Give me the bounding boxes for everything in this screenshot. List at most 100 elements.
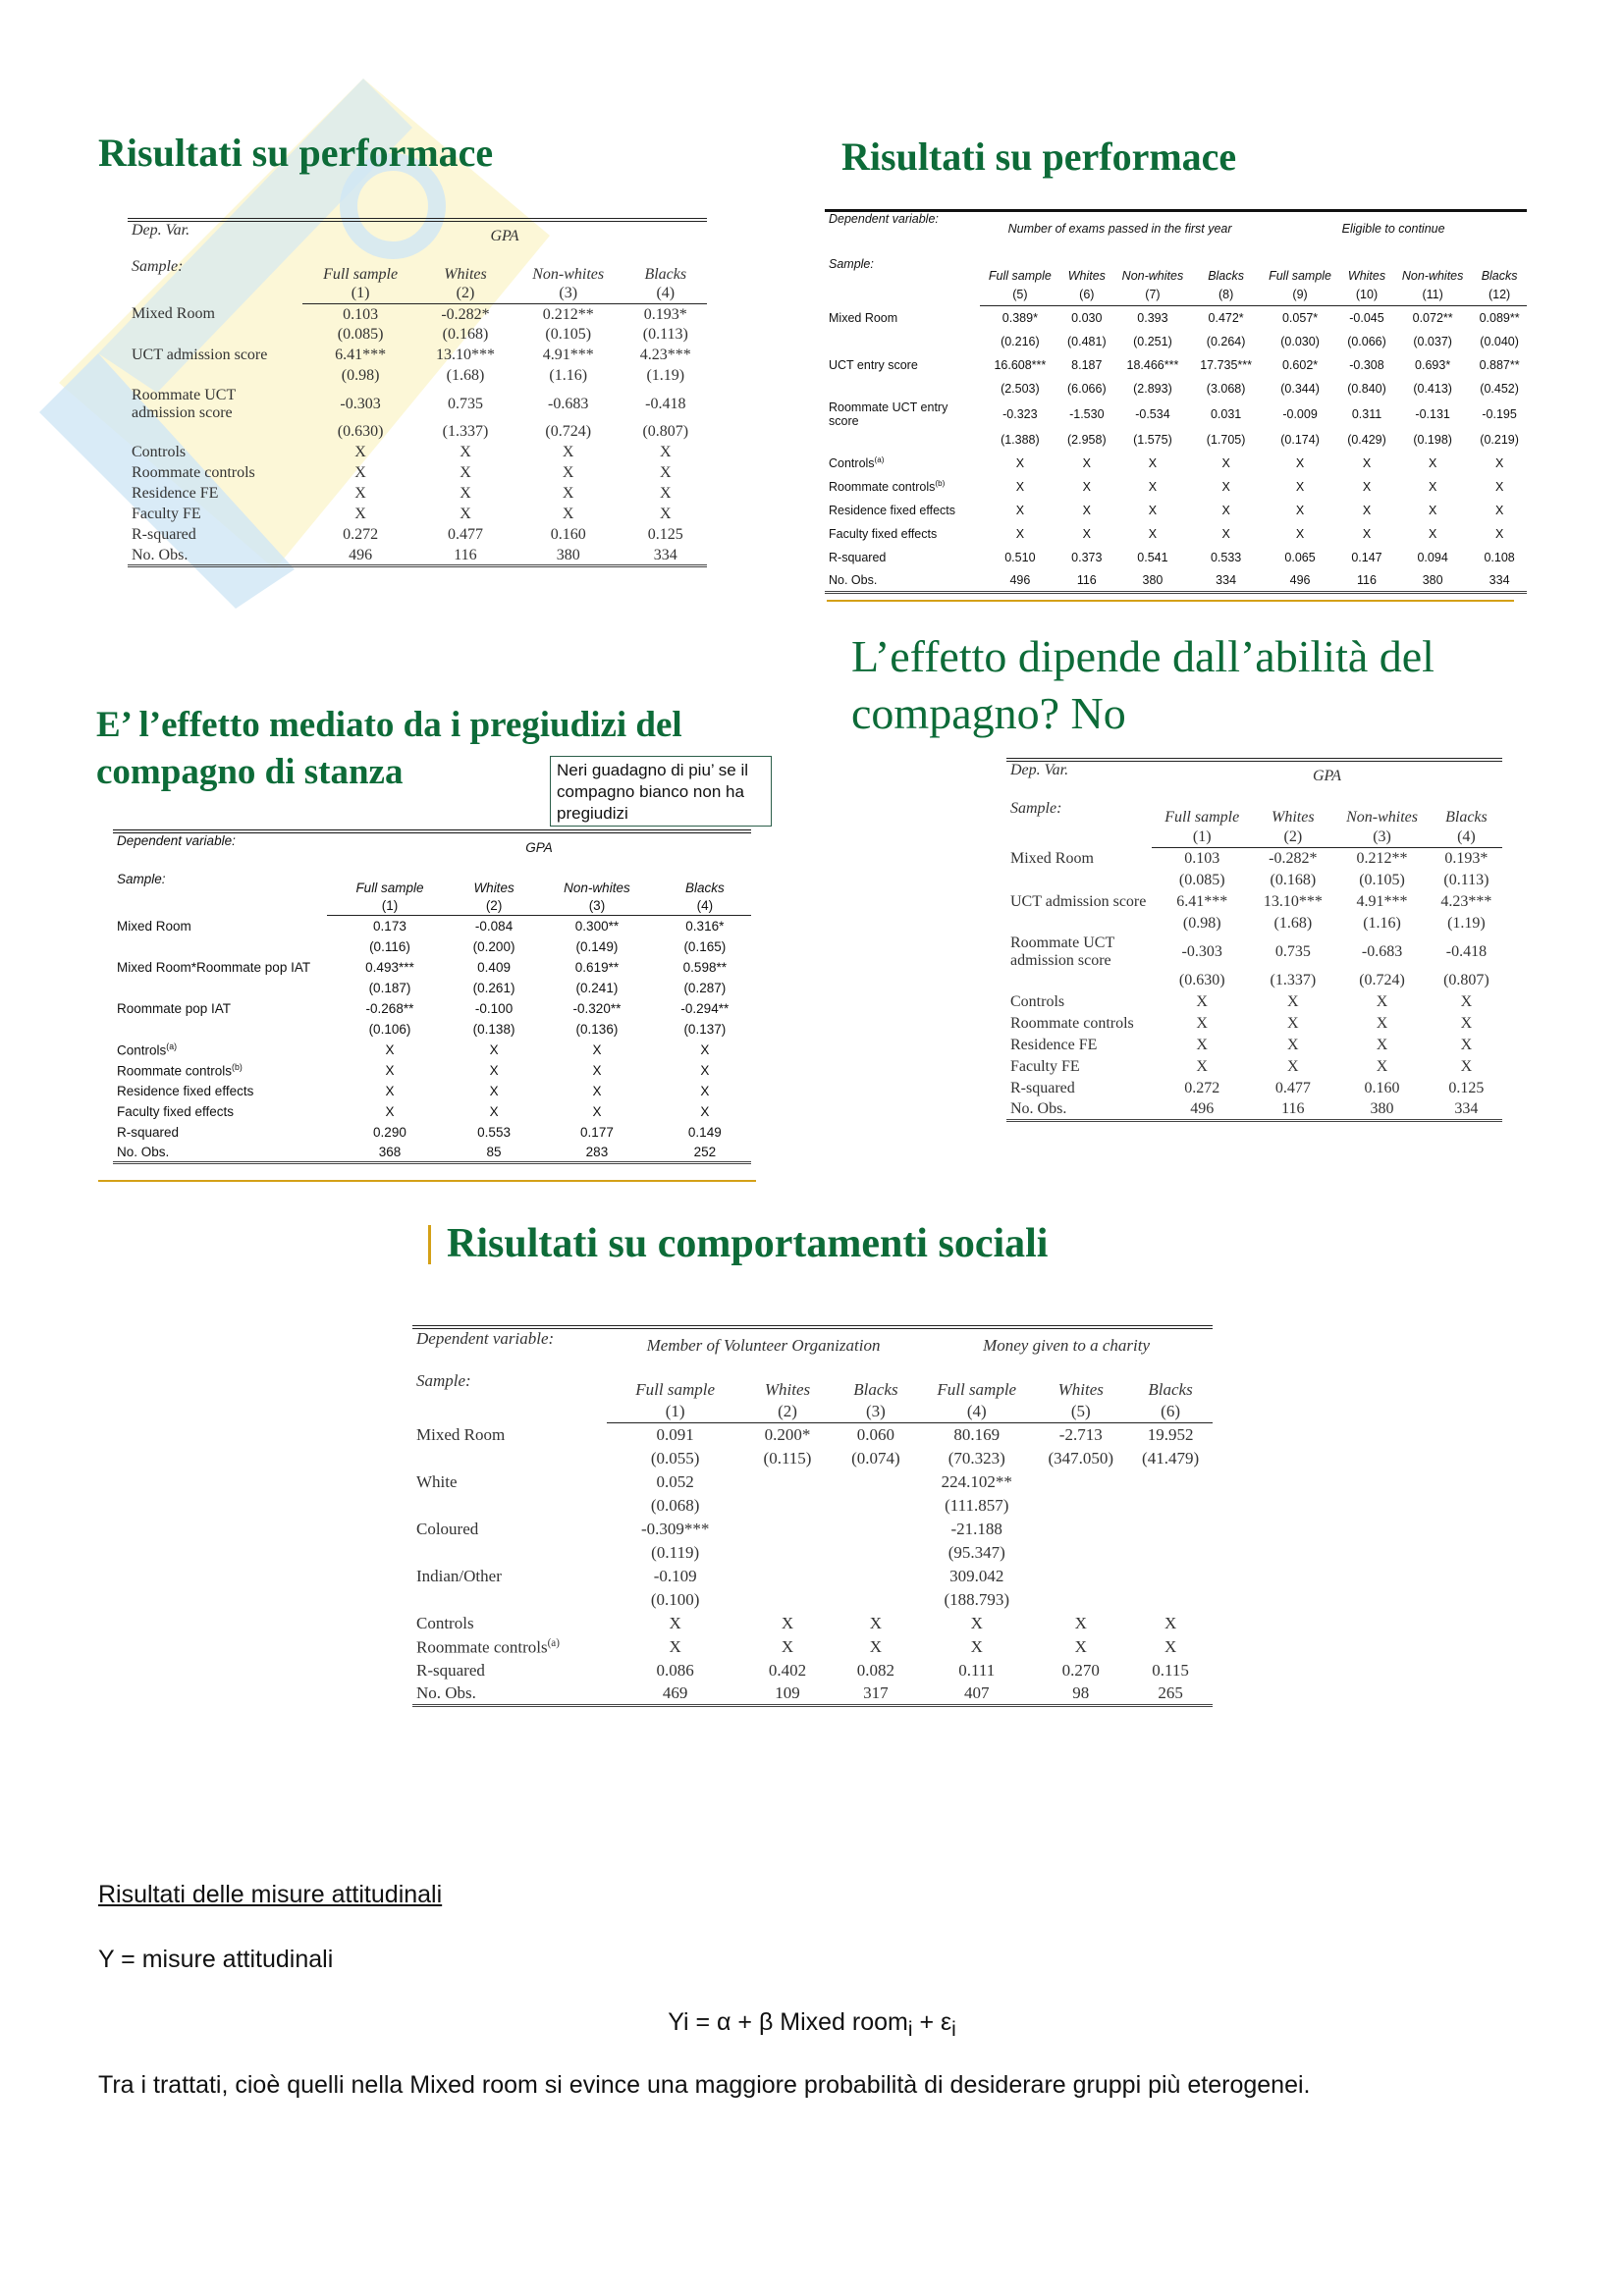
row-label: White: [416, 1471, 458, 1491]
table-cell: [412, 1541, 607, 1565]
table-row: Roommate controls(b) X X X X: [113, 1060, 751, 1081]
equation-error: + ε: [912, 2008, 952, 2036]
table-cell: GPA: [490, 227, 519, 244]
table-cell: (188.793): [944, 1589, 1010, 1609]
row-label: Roommate controls: [117, 1063, 233, 1079]
table-cell: Full sample: [323, 265, 399, 283]
table-cell: (1.337): [1270, 971, 1317, 988]
table-cell: No. Obs.: [1006, 1098, 1152, 1123]
table-cell: X: [1460, 1057, 1473, 1075]
table-cell: 0.177: [580, 1124, 614, 1140]
table-cell: -0.309***: [640, 1519, 710, 1538]
row-label: Mixed Room: [829, 310, 898, 325]
table-cell: 334: [1472, 568, 1527, 595]
note-box: Neri guadagno di piu’ se il compagno bia…: [550, 756, 772, 827]
table-cell: X: [1460, 1036, 1473, 1053]
table-cell: (0.137): [683, 1021, 727, 1037]
row-label: Faculty FE: [1010, 1057, 1080, 1075]
table-cell: 0.149: [687, 1124, 722, 1140]
table-cell: 80.169: [953, 1425, 1001, 1445]
table-cell: 0.031: [1210, 406, 1242, 421]
conclusion-text: Tra i trattati, cioè quelli nella Mixed …: [98, 2071, 1311, 2099]
table-row: (1) (2) (3) (4): [1006, 826, 1502, 849]
table-cell: [743, 1518, 831, 1541]
table-cell: -1.530: [1069, 406, 1105, 421]
table-row: Faculty fixed effects X X X X X X X X: [825, 522, 1527, 546]
table-cell: (0.187): [368, 980, 411, 995]
table-cell: X: [1221, 503, 1230, 517]
table-cell: X: [869, 1613, 883, 1632]
table-cell: 0.125: [647, 526, 683, 544]
table-cell: X: [1295, 503, 1305, 517]
table-cell: (1): [327, 894, 453, 917]
table-cell: Faculty FE: [1006, 1056, 1152, 1078]
table-cell: 8.187: [1071, 357, 1103, 372]
table-cell: [825, 428, 980, 452]
table-row: Faculty fixed effects X X X X: [113, 1101, 751, 1122]
table-cell: Mixed Room: [1006, 848, 1152, 870]
table-cell: 0.316*: [685, 919, 725, 934]
table-cell: X: [660, 485, 672, 503]
table-cell: -0.100: [474, 1000, 514, 1016]
table-cell: -0.009: [1282, 406, 1318, 421]
table-cell: [1006, 870, 1152, 891]
table-cell: Mixed Room: [128, 304, 302, 325]
table-cell: 0.111: [958, 1660, 996, 1680]
table-cell: X: [700, 1041, 710, 1057]
table-cell: 496: [980, 568, 1060, 595]
table-cell: -0.294**: [680, 1000, 730, 1016]
table-cell: 116: [418, 545, 513, 568]
table-cell: 0.270: [1061, 1660, 1100, 1680]
table-cell: X: [970, 1613, 983, 1632]
footnote-marker: (a): [547, 1636, 560, 1649]
table-cell: X: [1494, 503, 1504, 517]
table-cell: Sample:: [132, 258, 184, 276]
y-definition: Y = misure attitudinali: [98, 1946, 334, 1973]
table-cell: 380: [1112, 568, 1193, 595]
table-cell: 0.619**: [574, 959, 620, 975]
table-cell: Non-whites: [1401, 268, 1464, 283]
table-cell: (0.085): [337, 326, 384, 344]
table-cell: X: [1428, 455, 1437, 470]
table-cell: 6.41***: [1176, 892, 1228, 910]
table-cell: 19.952: [1147, 1425, 1194, 1445]
table-row: R-squared 0.272 0.477 0.160 0.125: [128, 525, 707, 546]
table-cell: Dependent variable:: [416, 1329, 555, 1348]
table-cell: X: [562, 444, 574, 461]
table-cell: X: [354, 464, 366, 482]
table-cell: 0.553: [477, 1124, 511, 1140]
table-cell: 334: [623, 545, 707, 568]
table-cell: (4): [658, 894, 751, 917]
table-cell: X: [660, 464, 672, 482]
table-cell: X: [489, 1103, 499, 1119]
table-cell: [1128, 1518, 1213, 1541]
table-cell: 265: [1128, 1682, 1213, 1708]
table-row: (0.068) (111.857): [412, 1494, 1213, 1518]
table-cell: (0.344): [1280, 381, 1320, 396]
table-cell: X: [1221, 455, 1230, 470]
table-cell: [743, 1588, 831, 1612]
table-cell: X: [1494, 526, 1504, 541]
table-cell: X: [592, 1103, 602, 1119]
gold-divider-right: [827, 600, 1514, 602]
table-cell: (0.219): [1480, 432, 1519, 447]
social-table: Dependent variable: Member of Volunteer O…: [412, 1325, 1213, 1708]
table-cell: (4): [920, 1399, 1034, 1424]
table-cell: X: [1148, 503, 1158, 517]
table-cell: 496: [1260, 568, 1340, 595]
table-cell: (3.068): [1206, 381, 1246, 396]
table-row: Mixed Room 0.103 -0.282* 0.212** 0.193*: [128, 304, 707, 325]
table-cell: (2.503): [1001, 381, 1040, 396]
table-cell: X: [354, 485, 366, 503]
table-cell: No. Obs.: [113, 1142, 327, 1165]
iat-table: Dependent variable: GPA Sample: Full sample…: [113, 829, 751, 1165]
table-cell: R-squared: [1006, 1078, 1152, 1099]
table-cell: 0.602*: [1281, 357, 1319, 372]
table-cell: (1): [1152, 826, 1253, 849]
table-cell: 0.598**: [682, 959, 727, 975]
table-cell: 0.212**: [1356, 850, 1408, 868]
table-cell: 0.389*: [1001, 311, 1038, 326]
table-cell: Full sample: [635, 1379, 716, 1399]
table-cell: (0.149): [575, 938, 619, 954]
table-cell: -0.418: [645, 395, 686, 412]
